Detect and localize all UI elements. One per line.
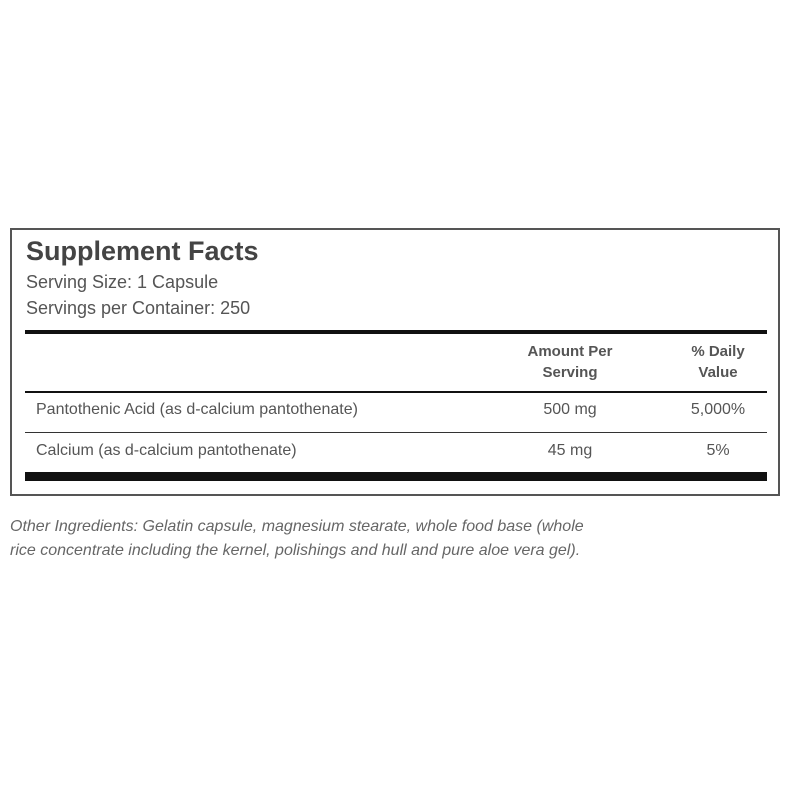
amount-header-line2: Serving (542, 364, 598, 381)
bottom-thick-divider (25, 472, 767, 481)
daily-value-header: % Daily Value (658, 341, 778, 383)
servings-per-container: Servings per Container: 250 (26, 298, 251, 318)
dv-header-line1: % Daily (691, 343, 745, 360)
other-ingredients-line2: rice concentrate including the kernel, p… (10, 542, 581, 559)
amount-header: Amount Per Serving (510, 341, 630, 383)
row-amount: 500 mg (543, 401, 597, 418)
other-ingredients-line1: Other Ingredients: Gelatin capsule, magn… (10, 518, 584, 535)
row-amount: 45 mg (547, 442, 593, 459)
row-dv: 5% (706, 442, 730, 459)
row-dv: 5,000% (690, 401, 746, 418)
row-name: Pantothenic Acid (as d-calcium pantothen… (36, 401, 358, 418)
supplement-facts-panel (10, 228, 780, 496)
header-divider (25, 391, 767, 393)
row-name: Calcium (as d-calcium pantothenate) (36, 442, 297, 459)
dv-header-line2: Value (698, 364, 738, 381)
panel-title: Supplement Facts (26, 236, 259, 266)
serving-size: Serving Size: 1 Capsule (26, 272, 219, 292)
thick-divider (25, 330, 767, 334)
amount-header-line1: Amount Per (527, 343, 613, 360)
row-divider (25, 432, 767, 433)
